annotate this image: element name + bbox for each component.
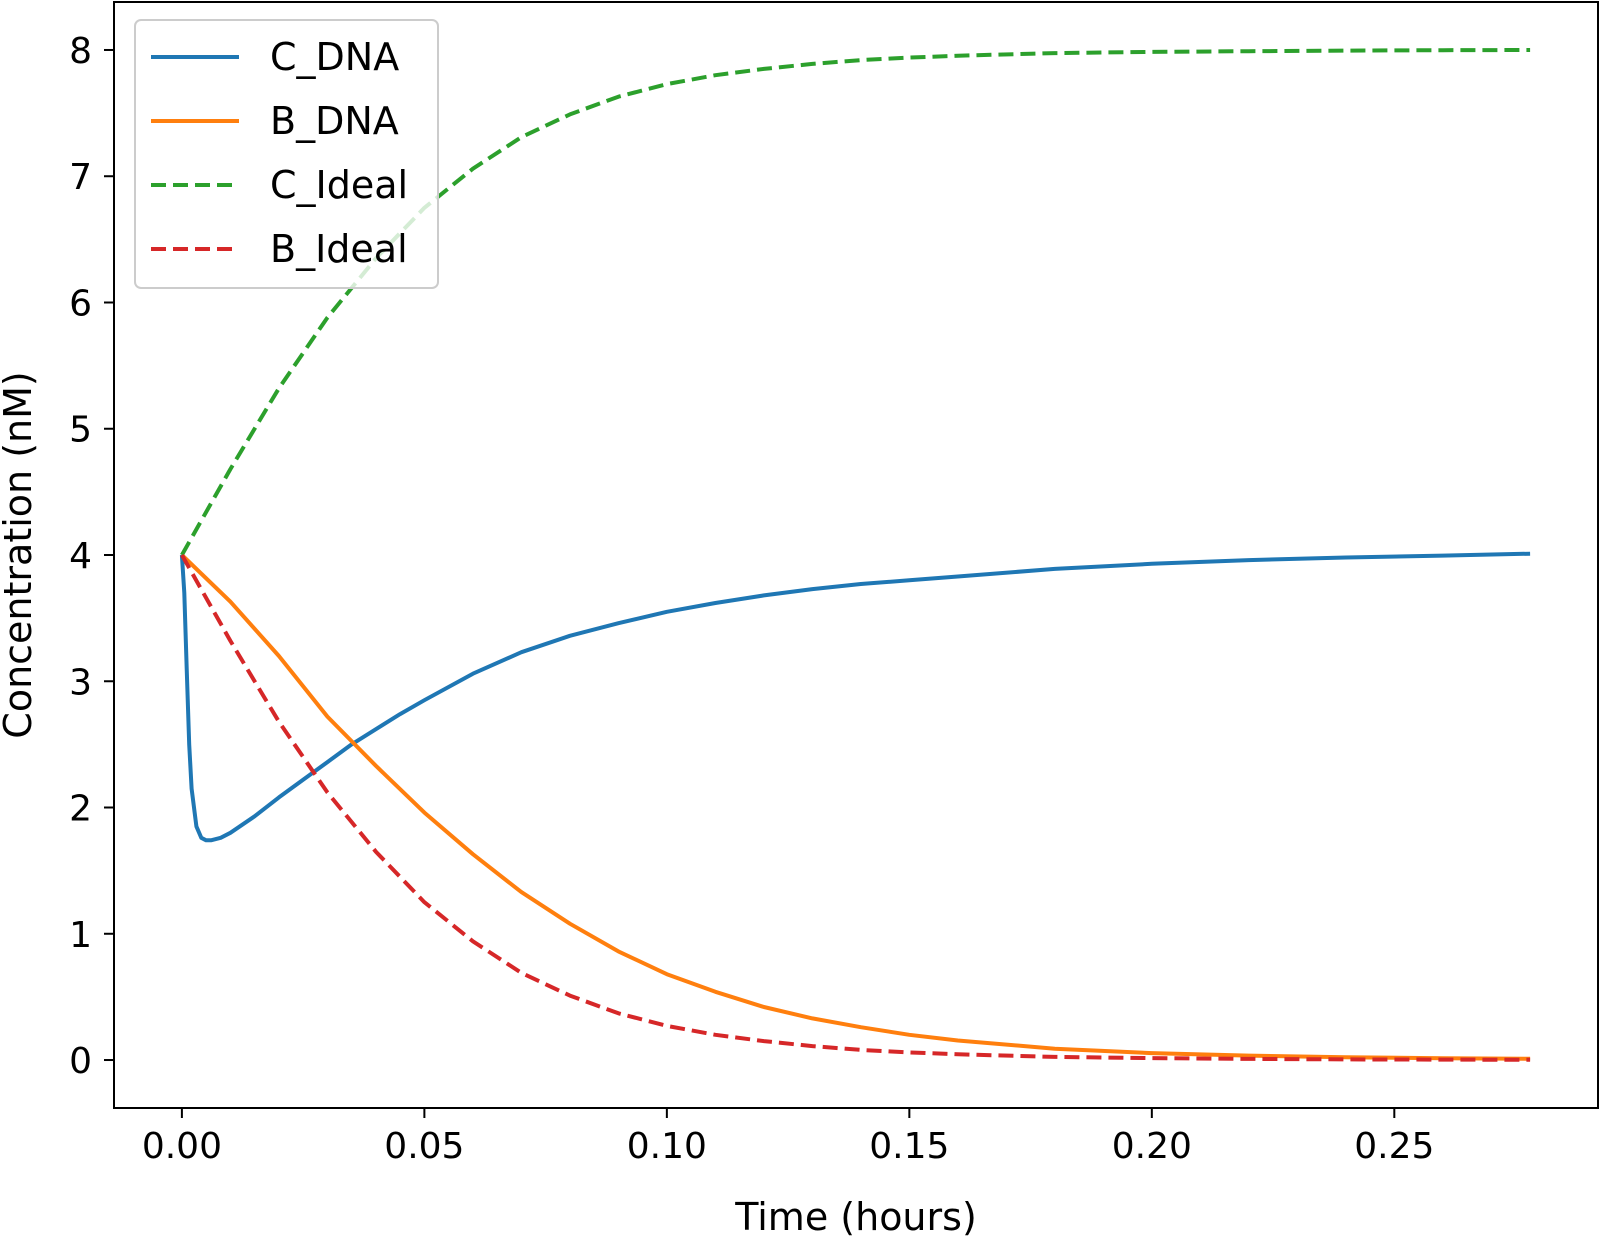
- y-axis-label: Concentration (nM): [0, 371, 40, 738]
- y-tick-label: 1: [69, 915, 92, 956]
- y-tick-label: 6: [69, 283, 92, 324]
- series-line-b-ideal: [180, 554, 1531, 1062]
- legend-label: C_Ideal: [270, 163, 408, 207]
- series-layer: [179, 48, 1531, 1062]
- legend-label: C_DNA: [270, 35, 399, 79]
- series-line-b-dna: [180, 553, 1531, 1061]
- x-tick-label: 0.20: [1112, 1126, 1192, 1167]
- x-axis-label: Time (hours): [734, 1195, 977, 1238]
- y-tick-label: 8: [69, 31, 92, 72]
- legend: C_DNA B_DNA C_Ideal B_Ideal: [134, 19, 439, 289]
- x-tick-label: 0.00: [142, 1126, 222, 1167]
- y-tick-label: 4: [69, 536, 92, 577]
- x-tick-label: 0.25: [1354, 1126, 1434, 1167]
- x-tick-label: 0.15: [869, 1126, 949, 1167]
- x-tick-label: 0.10: [627, 1126, 707, 1167]
- x-axis: 0.00 0.05 0.10 0.15 0.20 0.25: [142, 1108, 1434, 1167]
- series-line-c-ideal: [180, 48, 1531, 556]
- y-tick-label: 3: [69, 662, 92, 703]
- y-tick-label: 0: [69, 1041, 92, 1082]
- y-tick-label: 2: [69, 789, 92, 830]
- legend-label: B_DNA: [270, 99, 399, 143]
- x-tick-label: 0.05: [384, 1126, 464, 1167]
- series-line-c-dna: [179, 551, 1531, 843]
- legend-label: B_Ideal: [270, 227, 408, 271]
- legend-box: [134, 19, 439, 289]
- y-axis: 0 1 2 3 4 5 6 7 8: [69, 31, 114, 1082]
- y-tick-label: 7: [69, 157, 92, 198]
- y-tick-label: 5: [69, 410, 92, 451]
